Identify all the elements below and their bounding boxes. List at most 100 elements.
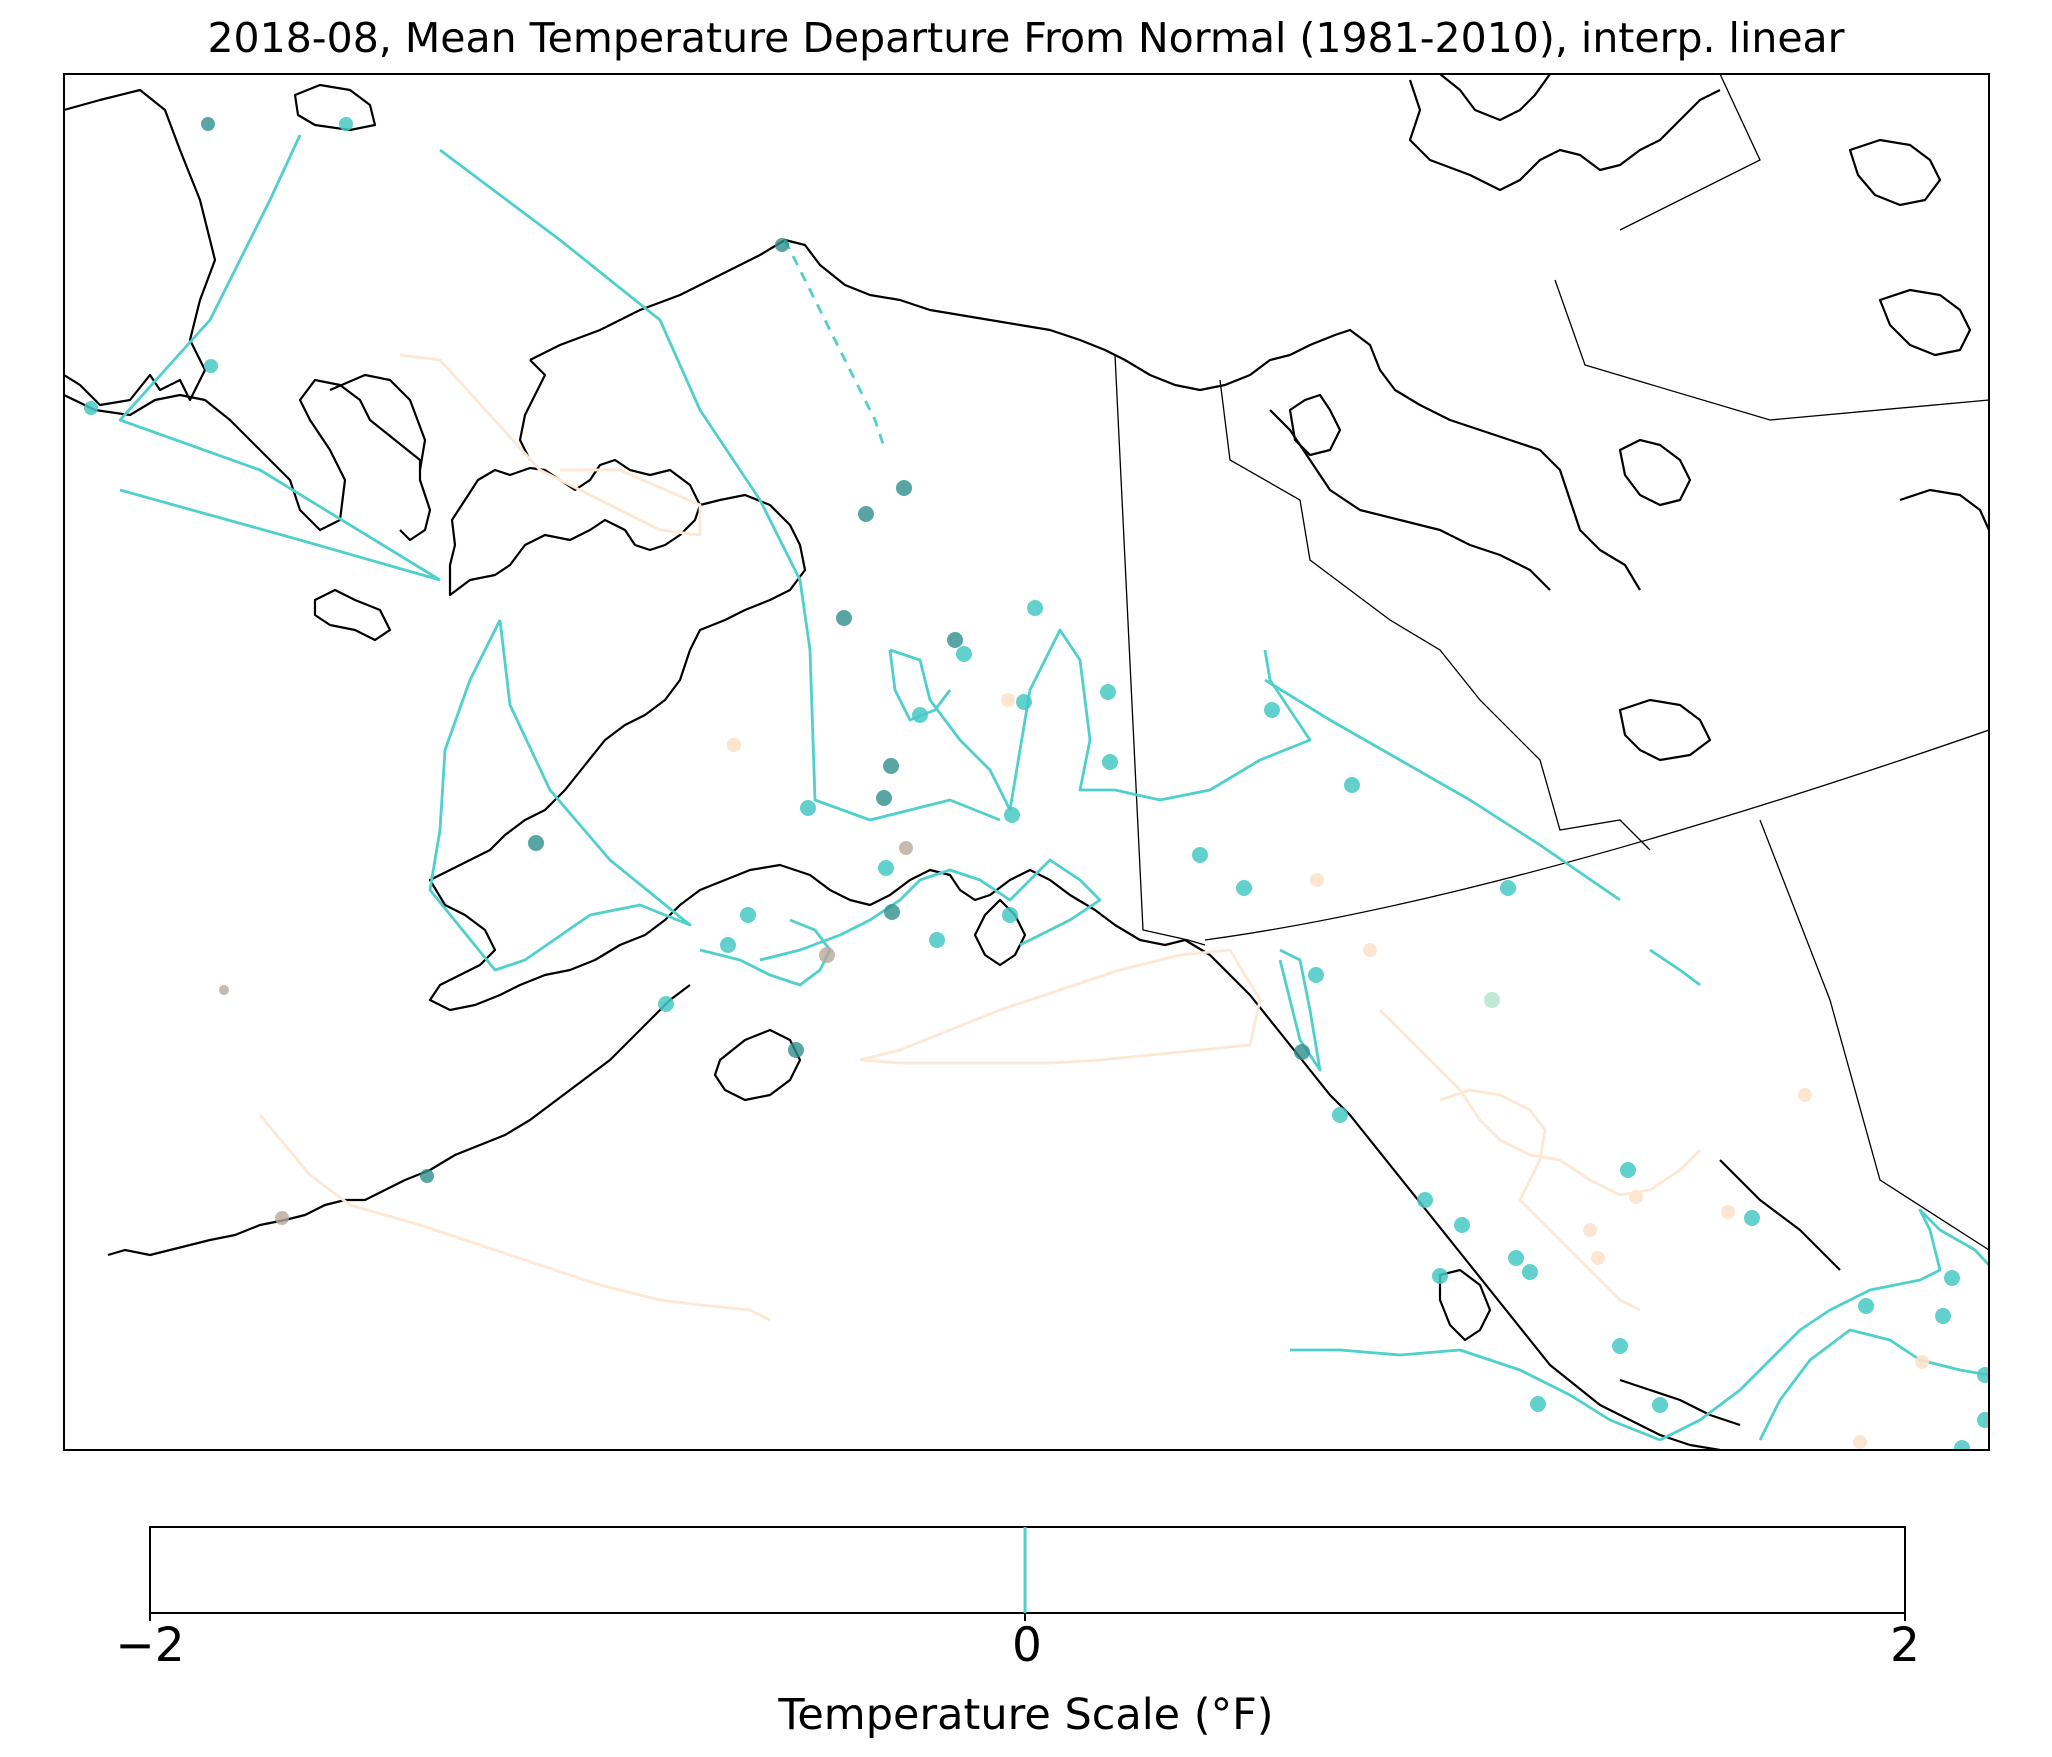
yukon-north-coast — [1289, 328, 1641, 591]
boothia-region — [1878, 288, 1972, 357]
station-marker — [775, 238, 789, 252]
st-lawrence-island — [313, 588, 392, 642]
station-marker — [1484, 992, 1500, 1008]
colorbar-box — [149, 1526, 1906, 1614]
station-marker — [1310, 873, 1324, 887]
southeast-alaska-coast — [1184, 939, 1721, 1450]
station-marker — [1417, 1192, 1433, 1208]
station-marker — [836, 610, 852, 626]
great-slave-lake — [1618, 698, 1712, 762]
station-marker — [420, 1169, 434, 1183]
map-content — [64, 74, 1989, 1450]
zero-contour-bering-strait — [119, 488, 441, 582]
station-marker — [1522, 1264, 1538, 1280]
aleutian-chain — [107, 1198, 346, 1257]
station-marker — [1001, 693, 1015, 707]
station-marker — [1798, 1088, 1812, 1102]
station-marker — [275, 1211, 289, 1225]
station-marker — [1620, 1162, 1636, 1178]
station-marker — [1944, 1270, 1960, 1286]
hudson-bay-northwest — [1899, 488, 1989, 531]
bc-coast-inlets — [1719, 1159, 1841, 1271]
station-marker — [1100, 684, 1116, 700]
alaska-northwest — [518, 359, 547, 461]
station-marker — [1721, 1205, 1735, 1219]
kenai-peninsula — [973, 898, 1027, 967]
station-marker — [1236, 880, 1252, 896]
station-marker — [878, 860, 894, 876]
station-marker — [1102, 754, 1118, 770]
alaska-north-coast — [529, 238, 1291, 392]
bc-alberta-border — [1759, 819, 1989, 1251]
zero-contour-yukon — [1264, 678, 1621, 902]
station-marker — [1264, 702, 1280, 718]
station-marker — [1294, 1044, 1310, 1060]
yukon-nwt-border — [1219, 379, 1651, 851]
station-marker — [204, 359, 218, 373]
station-marker — [84, 401, 98, 415]
station-marker — [884, 904, 900, 920]
zero-contour-kodiak — [699, 918, 832, 987]
victoria-island-coast — [1408, 79, 1721, 192]
coastlines — [64, 74, 1989, 1450]
station-marker — [740, 907, 756, 923]
wrangel-island — [293, 83, 377, 132]
station-marker — [858, 506, 874, 522]
station-marker — [1432, 1268, 1448, 1284]
colorbar — [149, 1526, 1906, 1621]
station-marker — [819, 947, 835, 963]
station-marker — [1363, 943, 1377, 957]
station-marker — [1508, 1250, 1524, 1266]
station-marker — [339, 117, 353, 131]
positive-contour-aleutian — [258, 1114, 771, 1322]
zero-contour-interior-loop — [889, 628, 1312, 812]
station-markers — [84, 117, 1989, 1450]
station-marker — [1629, 1190, 1643, 1204]
station-marker — [1016, 694, 1032, 710]
banks-island — [1439, 74, 1551, 122]
contour-lines — [118, 134, 1989, 1442]
zero-contour-gulf — [1290, 1348, 1661, 1442]
zero-contour-north-slope-dashed — [783, 239, 887, 451]
station-marker — [1977, 1412, 1989, 1428]
zero-contour-bc — [1659, 1208, 1989, 1442]
station-marker — [1915, 1355, 1929, 1369]
station-marker — [1591, 1251, 1605, 1265]
zero-contour-southeast-loop — [1278, 948, 1322, 1072]
positive-contour-southeast-inner — [1439, 1088, 1641, 1312]
arctic-islands-east — [1848, 138, 1942, 207]
seward-peninsula — [448, 458, 702, 597]
station-marker — [1977, 1367, 1989, 1383]
station-marker — [947, 632, 963, 648]
station-marker — [1954, 1440, 1970, 1450]
station-marker — [1500, 880, 1516, 896]
great-slave-lake-north — [1618, 438, 1692, 507]
station-marker — [899, 841, 913, 855]
chukotka-coast — [64, 88, 217, 407]
station-marker — [929, 932, 945, 948]
zero-contour-interior-inner — [888, 649, 952, 722]
station-marker — [1002, 907, 1018, 923]
kodiak-island — [713, 1028, 802, 1102]
zero-contour-interior-north — [439, 148, 1001, 822]
haida-gwaii — [1438, 1268, 1492, 1342]
nunavut-border — [1554, 279, 1989, 421]
arctic-border — [1619, 74, 1761, 231]
alaska-canada-border — [1114, 354, 1206, 946]
station-marker — [800, 800, 816, 816]
station-marker — [1530, 1396, 1546, 1412]
positive-contour-gulf-loop — [859, 948, 1262, 1065]
boundary-lines — [1114, 74, 1989, 1251]
station-marker — [1454, 1217, 1470, 1233]
chukotka-east-coast — [64, 378, 432, 542]
mackenzie-delta — [1269, 409, 1551, 591]
station-marker — [788, 1042, 804, 1058]
station-marker — [528, 835, 544, 851]
station-marker — [1583, 1223, 1597, 1237]
chukotka-gulf — [329, 373, 427, 471]
station-marker — [1004, 807, 1020, 823]
station-marker — [1744, 1210, 1760, 1226]
station-marker — [1027, 600, 1043, 616]
vancouver-island-north — [1619, 1378, 1741, 1427]
